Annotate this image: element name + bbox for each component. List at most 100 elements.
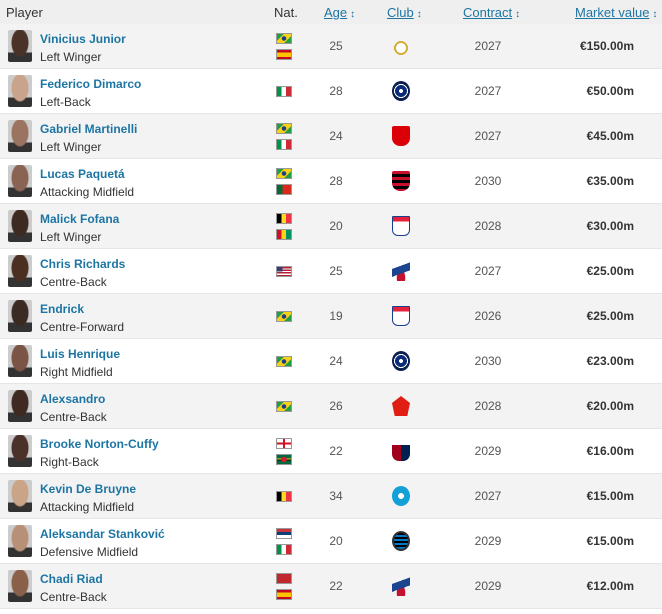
nationality-flags <box>276 429 293 473</box>
player-age: 28 <box>329 84 343 98</box>
player-age: 19 <box>329 309 343 323</box>
club-inter-logo-icon[interactable] <box>392 351 410 371</box>
club-lyon-logo-icon[interactable] <box>392 216 410 236</box>
club-arsenal-logo-icon[interactable] <box>392 126 410 146</box>
player-position: Centre-Back <box>40 275 107 289</box>
flag-it-icon <box>276 85 292 97</box>
player-photo[interactable] <box>8 165 32 197</box>
player-photo[interactable] <box>8 300 32 332</box>
player-position: Centre-Back <box>40 590 107 604</box>
club-inter-logo-icon[interactable] <box>392 81 410 101</box>
sort-club-link[interactable]: Club <box>387 5 414 20</box>
club-napoli-logo-icon[interactable] <box>392 486 410 506</box>
flag-es-icon <box>276 588 292 600</box>
player-photo[interactable] <box>8 435 32 467</box>
club-crystal-palace-logo-icon[interactable] <box>392 576 410 596</box>
player-name-link[interactable]: Federico Dimarco <box>40 77 142 91</box>
flag-be-icon <box>276 212 292 224</box>
player-position: Centre-Forward <box>40 320 125 334</box>
table-row: Malick Fofana Left Winger 20 2028 €30.00… <box>0 204 662 249</box>
player-photo[interactable] <box>8 210 32 242</box>
player-position: Left-Back <box>40 95 91 109</box>
player-name-link[interactable]: Kevin De Bruyne <box>40 482 137 496</box>
player-photo[interactable] <box>8 390 32 422</box>
player-age: 26 <box>329 399 343 413</box>
table-row: Brooke Norton-Cuffy Right-Back 22 2029 €… <box>0 429 662 474</box>
player-photo[interactable] <box>8 480 32 512</box>
sort-icon: ↕ <box>416 9 422 20</box>
player-photo[interactable] <box>8 570 32 602</box>
club-crystal-palace-logo-icon[interactable] <box>392 261 410 281</box>
sort-contract-link[interactable]: Contract <box>463 5 513 20</box>
sort-age[interactable]: Age ↕ <box>324 5 355 20</box>
flag-br-icon <box>276 32 292 44</box>
sort-icon: ↕ <box>515 9 521 20</box>
sort-club[interactable]: Club ↕ <box>387 5 422 20</box>
player-age: 28 <box>329 174 343 188</box>
sort-market-value-link[interactable]: Market value <box>575 5 650 20</box>
player-name-link[interactable]: Chris Richards <box>40 257 126 271</box>
club-club-brugge-logo-icon[interactable] <box>392 531 410 551</box>
club-genoa-logo-icon[interactable] <box>392 441 410 461</box>
player-age: 24 <box>329 354 343 368</box>
player-position: Left Winger <box>40 140 102 154</box>
nationality-flags <box>276 69 293 113</box>
player-age: 25 <box>329 264 343 278</box>
sort-contract[interactable]: Contract ↕ <box>463 5 520 20</box>
player-age: 25 <box>329 39 343 53</box>
club-real-madrid-logo-icon[interactable] <box>392 36 410 56</box>
player-photo[interactable] <box>8 255 32 287</box>
player-photo[interactable] <box>8 120 32 152</box>
player-name-link[interactable]: Vinicius Junior <box>40 32 126 46</box>
player-name-link[interactable]: Malick Fofana <box>40 212 120 226</box>
contract-expiry: 2030 <box>474 354 502 368</box>
player-name-link[interactable]: Alexsandro <box>40 392 106 406</box>
player-position: Left Winger <box>40 230 102 244</box>
table-row: Vinicius Junior Left Winger 25 2027 €150… <box>0 24 662 69</box>
player-name-link[interactable]: Luis Henrique <box>40 347 121 361</box>
club-lille-logo-icon[interactable] <box>392 396 410 416</box>
table-row: Kevin De Bruyne Attacking Midfield 34 20… <box>0 474 662 519</box>
sort-market-value[interactable]: Market value ↕ <box>575 5 657 20</box>
contract-expiry: 2028 <box>474 399 502 413</box>
market-value: €15.00m <box>586 534 634 548</box>
table-row: Aleksandar Stanković Defensive Midfield … <box>0 519 662 564</box>
nationality-flags <box>276 114 293 158</box>
nationality-flags <box>276 384 293 428</box>
contract-expiry: 2026 <box>474 309 502 323</box>
player-name-link[interactable]: Aleksandar Stanković <box>40 527 165 541</box>
table-row: Chris Richards Centre-Back 25 2027 €25.0… <box>0 249 662 294</box>
player-age: 20 <box>329 534 343 548</box>
header-player: Player <box>6 5 43 20</box>
player-photo[interactable] <box>8 75 32 107</box>
table-body: Vinicius Junior Left Winger 25 2027 €150… <box>0 24 662 609</box>
player-photo[interactable] <box>8 525 32 557</box>
table-row: Gabriel Martinelli Left Winger 24 2027 €… <box>0 114 662 159</box>
nationality-flags <box>276 474 293 518</box>
player-name-link[interactable]: Brooke Norton-Cuffy <box>40 437 159 451</box>
player-photo[interactable] <box>8 345 32 377</box>
market-value: €23.00m <box>586 354 634 368</box>
flag-br-icon <box>276 400 292 412</box>
contract-expiry: 2027 <box>474 264 502 278</box>
nationality-flags <box>276 519 293 563</box>
nationality-flags <box>276 159 293 203</box>
player-name-link[interactable]: Chadi Riad <box>40 572 103 586</box>
contract-expiry: 2027 <box>474 489 502 503</box>
header-nat: Nat. <box>274 5 298 20</box>
player-position: Attacking Midfield <box>40 185 135 199</box>
club-flamengo-logo-icon[interactable] <box>392 171 410 191</box>
market-value: €20.00m <box>586 399 634 413</box>
player-name-link[interactable]: Gabriel Martinelli <box>40 122 138 136</box>
flag-rs-icon <box>276 527 292 539</box>
player-photo[interactable] <box>8 30 32 62</box>
player-name-link[interactable]: Endrick <box>40 302 85 316</box>
player-name-link[interactable]: Lucas Paquetá <box>40 167 125 181</box>
sort-age-link[interactable]: Age <box>324 5 348 20</box>
contract-expiry: 2029 <box>474 579 502 593</box>
nationality-flags <box>276 249 293 293</box>
market-value: €25.00m <box>586 309 634 323</box>
nationality-flags <box>276 24 293 68</box>
club-lyon-logo-icon[interactable] <box>392 306 410 326</box>
player-age: 20 <box>329 219 343 233</box>
